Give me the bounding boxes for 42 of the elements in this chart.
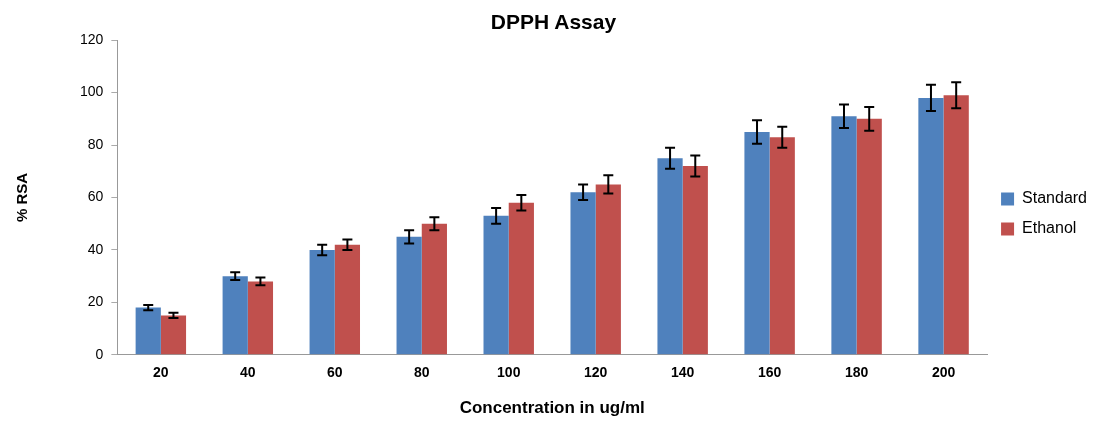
- y-tick-label: 20: [87, 293, 104, 310]
- bar: [508, 202, 534, 355]
- bar: [943, 95, 969, 355]
- bar: [570, 192, 596, 355]
- bar: [831, 116, 857, 355]
- y-tick-label: 120: [80, 31, 104, 48]
- x-tick-label: 60: [327, 364, 343, 381]
- bar: [396, 236, 422, 355]
- x-tick-label: 40: [240, 364, 256, 381]
- x-tick-label: 160: [757, 364, 782, 381]
- x-tick-label: 20: [153, 364, 169, 381]
- x-tick-label: 120: [584, 364, 608, 381]
- y-axis-title: % RSA: [13, 172, 31, 223]
- bar: [744, 131, 770, 355]
- bar: [160, 315, 187, 355]
- bar: [421, 223, 447, 355]
- x-tick-label: 200: [931, 364, 956, 381]
- y-tick-label: 60: [87, 188, 104, 205]
- y-tick-label: 0: [95, 345, 104, 362]
- bar: [918, 97, 944, 355]
- bar: [856, 118, 882, 355]
- legend-label: Standard: [1022, 189, 1087, 207]
- y-tick-label: 40: [87, 240, 104, 257]
- bar: [682, 166, 708, 355]
- chart-title: DPPH Assay: [490, 10, 617, 34]
- bar: [222, 276, 248, 355]
- bar: [595, 184, 621, 355]
- x-tick-label: 100: [497, 364, 521, 381]
- bar: [135, 307, 161, 355]
- legend-label: Ethanol: [1022, 219, 1077, 237]
- x-tick-label: 180: [844, 364, 869, 381]
- bar: [483, 215, 509, 355]
- x-axis-title: Concentration in ug/ml: [459, 398, 645, 418]
- bar: [334, 244, 361, 355]
- bar: [309, 249, 335, 355]
- x-tick-label: 140: [670, 364, 695, 381]
- x-tick-label: 80: [413, 364, 430, 381]
- bar: [769, 137, 795, 355]
- y-tick-label: 100: [80, 83, 104, 100]
- bar: [657, 158, 683, 355]
- bar: [247, 281, 274, 355]
- y-tick-label: 80: [87, 135, 104, 152]
